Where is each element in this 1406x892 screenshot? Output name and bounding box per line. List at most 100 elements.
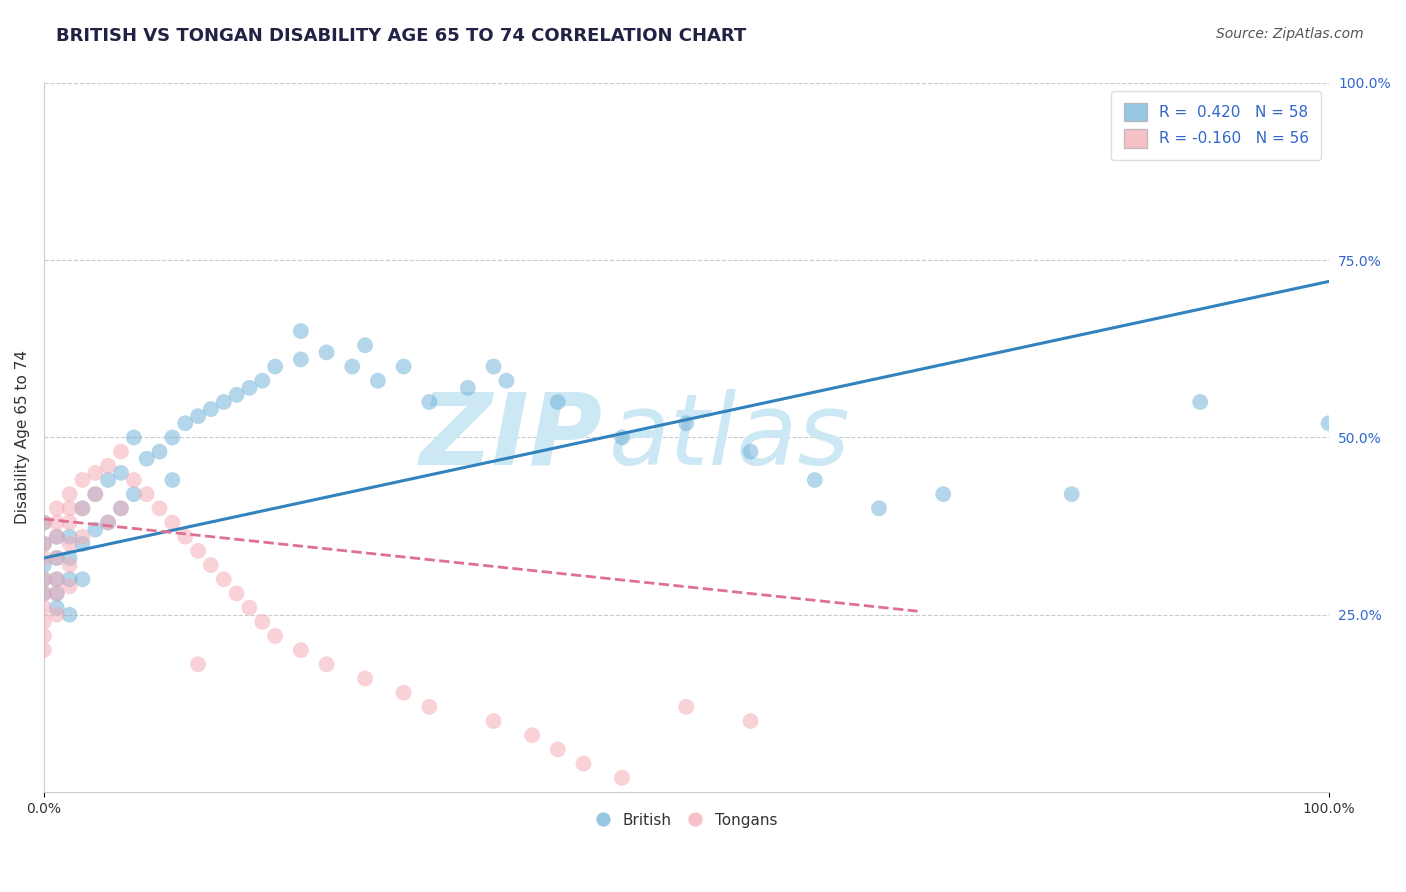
Point bbox=[740, 444, 762, 458]
Point bbox=[58, 558, 80, 572]
Point bbox=[803, 473, 825, 487]
Point bbox=[32, 572, 55, 586]
Point bbox=[212, 395, 235, 409]
Point bbox=[32, 551, 55, 566]
Point bbox=[32, 615, 55, 629]
Point bbox=[122, 430, 145, 444]
Point bbox=[32, 537, 55, 551]
Point bbox=[225, 586, 247, 600]
Point bbox=[148, 444, 170, 458]
Y-axis label: Disability Age 65 to 74: Disability Age 65 to 74 bbox=[15, 351, 30, 524]
Point bbox=[162, 473, 184, 487]
Point bbox=[187, 409, 209, 424]
Point bbox=[32, 537, 55, 551]
Point bbox=[392, 359, 415, 374]
Point bbox=[148, 501, 170, 516]
Point bbox=[72, 572, 94, 586]
Point bbox=[32, 572, 55, 586]
Text: Source: ZipAtlas.com: Source: ZipAtlas.com bbox=[1216, 27, 1364, 41]
Point bbox=[58, 537, 80, 551]
Point bbox=[32, 516, 55, 530]
Point bbox=[32, 586, 55, 600]
Point bbox=[97, 516, 120, 530]
Point bbox=[110, 466, 132, 480]
Point bbox=[495, 374, 517, 388]
Point bbox=[392, 686, 415, 700]
Point bbox=[72, 473, 94, 487]
Point bbox=[200, 402, 222, 417]
Point bbox=[97, 458, 120, 473]
Point bbox=[418, 395, 440, 409]
Point bbox=[72, 501, 94, 516]
Point bbox=[162, 430, 184, 444]
Point bbox=[238, 600, 260, 615]
Point bbox=[457, 381, 479, 395]
Point bbox=[45, 607, 67, 622]
Point bbox=[58, 607, 80, 622]
Point bbox=[32, 516, 55, 530]
Point bbox=[932, 487, 955, 501]
Point bbox=[45, 530, 67, 544]
Point bbox=[225, 388, 247, 402]
Point bbox=[572, 756, 595, 771]
Point bbox=[135, 451, 157, 466]
Point bbox=[32, 586, 55, 600]
Point bbox=[45, 572, 67, 586]
Point bbox=[58, 501, 80, 516]
Point bbox=[547, 395, 569, 409]
Point bbox=[174, 530, 197, 544]
Point bbox=[252, 615, 274, 629]
Point bbox=[135, 487, 157, 501]
Point bbox=[45, 586, 67, 600]
Point bbox=[58, 516, 80, 530]
Point bbox=[238, 381, 260, 395]
Point bbox=[1060, 487, 1083, 501]
Legend: British, Tongans: British, Tongans bbox=[589, 806, 783, 834]
Point bbox=[110, 501, 132, 516]
Point bbox=[84, 487, 107, 501]
Point bbox=[290, 324, 312, 338]
Point bbox=[72, 537, 94, 551]
Point bbox=[520, 728, 543, 742]
Point bbox=[45, 501, 67, 516]
Point bbox=[110, 444, 132, 458]
Text: BRITISH VS TONGAN DISABILITY AGE 65 TO 74 CORRELATION CHART: BRITISH VS TONGAN DISABILITY AGE 65 TO 7… bbox=[56, 27, 747, 45]
Point bbox=[264, 359, 287, 374]
Point bbox=[482, 714, 505, 728]
Point bbox=[174, 417, 197, 431]
Point bbox=[290, 352, 312, 367]
Point bbox=[675, 699, 697, 714]
Point bbox=[45, 586, 67, 600]
Point bbox=[610, 430, 633, 444]
Point bbox=[264, 629, 287, 643]
Point bbox=[354, 672, 377, 686]
Point bbox=[110, 501, 132, 516]
Point bbox=[45, 572, 67, 586]
Point bbox=[418, 699, 440, 714]
Point bbox=[367, 374, 389, 388]
Point bbox=[84, 523, 107, 537]
Point bbox=[97, 516, 120, 530]
Point bbox=[868, 501, 890, 516]
Point bbox=[547, 742, 569, 756]
Point bbox=[252, 374, 274, 388]
Point bbox=[740, 714, 762, 728]
Point bbox=[45, 516, 67, 530]
Point bbox=[610, 771, 633, 785]
Point bbox=[212, 572, 235, 586]
Point bbox=[45, 551, 67, 566]
Point bbox=[84, 487, 107, 501]
Point bbox=[675, 417, 697, 431]
Point bbox=[58, 551, 80, 566]
Point bbox=[58, 572, 80, 586]
Text: ZIP: ZIP bbox=[420, 389, 603, 486]
Point bbox=[32, 643, 55, 657]
Point bbox=[1317, 417, 1340, 431]
Point bbox=[187, 657, 209, 672]
Text: atlas: atlas bbox=[609, 389, 851, 486]
Point bbox=[58, 487, 80, 501]
Point bbox=[342, 359, 364, 374]
Point bbox=[45, 530, 67, 544]
Point bbox=[72, 501, 94, 516]
Point bbox=[58, 530, 80, 544]
